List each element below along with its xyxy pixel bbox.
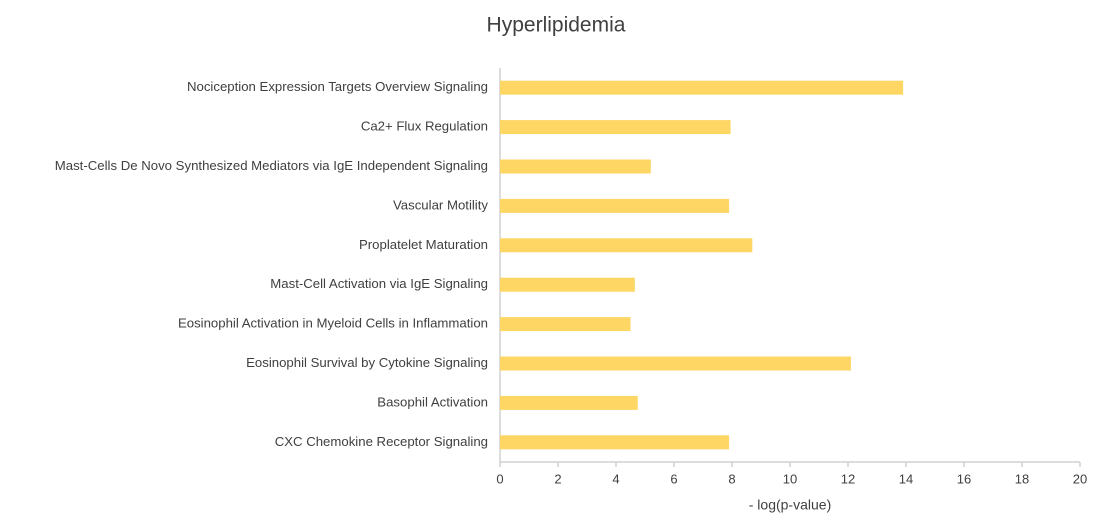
- y-tick-label: Mast-Cells De Novo Synthesized Mediators…: [55, 158, 488, 173]
- y-tick-label: Ca2+ Flux Regulation: [361, 119, 488, 134]
- x-tick-label: 20: [1073, 471, 1087, 486]
- bar: [500, 238, 753, 253]
- x-tick-label: 0: [496, 471, 503, 486]
- bar: [500, 435, 730, 450]
- y-tick-label: CXC Chemokine Receptor Signaling: [275, 434, 488, 449]
- bar: [500, 356, 851, 371]
- x-tick-label: 6: [670, 471, 677, 486]
- y-tick-label: Eosinophil Activation in Myeloid Cells i…: [178, 316, 488, 331]
- x-tick-label: 16: [957, 471, 971, 486]
- x-tick-label: 10: [783, 471, 797, 486]
- y-tick-label: Proplatelet Maturation: [359, 237, 488, 252]
- y-tick-label: Vascular Motility: [393, 197, 488, 212]
- y-tick-label: Basophil Activation: [377, 394, 488, 409]
- x-tick-label: 8: [728, 471, 735, 486]
- bar: [500, 120, 731, 135]
- y-tick-label: Mast-Cell Activation via IgE Signaling: [270, 276, 488, 291]
- x-tick-label: 4: [612, 471, 619, 486]
- x-tick-label: 14: [899, 471, 913, 486]
- x-tick-label: 2: [554, 471, 561, 486]
- x-tick-label: 18: [1015, 471, 1029, 486]
- y-tick-label: Nociception Expression Targets Overview …: [187, 79, 488, 94]
- chart-title: Hyperlipidemia: [487, 14, 626, 37]
- x-axis-label: - log(p-value): [749, 497, 831, 513]
- y-tick-label: Eosinophil Survival by Cytokine Signalin…: [246, 355, 488, 370]
- x-tick-label: 12: [841, 471, 855, 486]
- bar: [500, 198, 730, 213]
- bar: [500, 159, 651, 174]
- bar: [500, 80, 904, 95]
- bar: [500, 317, 631, 332]
- bar: [500, 395, 638, 410]
- bar: [500, 277, 635, 292]
